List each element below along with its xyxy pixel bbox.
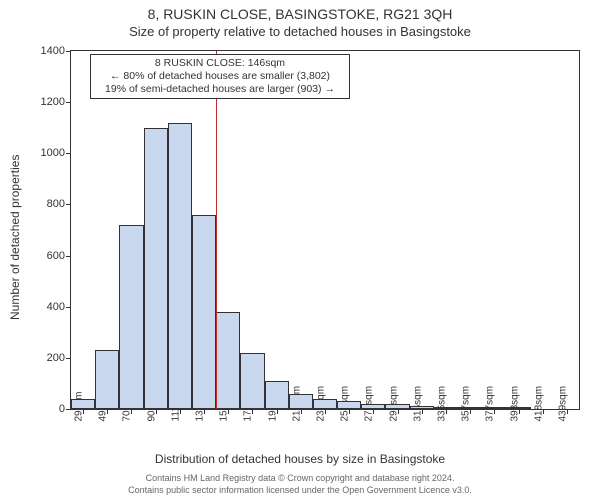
y-tick-label: 1000	[5, 147, 65, 159]
y-tick-label: 400	[5, 301, 65, 313]
histogram-bar	[216, 312, 240, 409]
histogram-bar	[482, 407, 506, 409]
plot-area	[71, 51, 579, 409]
histogram-bar	[71, 399, 95, 409]
y-tick-label: 1200	[5, 96, 65, 108]
histogram-bar	[337, 401, 361, 409]
histogram-bar	[506, 407, 530, 409]
histogram-bar	[168, 123, 192, 409]
histogram-bar	[434, 407, 458, 409]
histogram-bar	[458, 407, 482, 409]
histogram-bar	[95, 350, 119, 409]
figure-root: 8, RUSKIN CLOSE, BASINGSTOKE, RG21 3QH S…	[0, 0, 600, 500]
page-title-line2: Size of property relative to detached ho…	[0, 24, 600, 39]
annotation-line2: ← 80% of detached houses are smaller (3,…	[97, 70, 343, 83]
y-tick-label: 600	[5, 250, 65, 262]
page-title-line1: 8, RUSKIN CLOSE, BASINGSTOKE, RG21 3QH	[0, 6, 600, 22]
y-tick-label: 200	[5, 352, 65, 364]
annotation-box: 8 RUSKIN CLOSE: 146sqm ← 80% of detached…	[90, 54, 350, 99]
marker-line	[216, 51, 217, 409]
footer-line2: Contains public sector information licen…	[5, 485, 595, 495]
histogram-bar	[144, 128, 168, 409]
y-tick-label: 1400	[5, 45, 65, 57]
annotation-line1: 8 RUSKIN CLOSE: 146sqm	[97, 57, 343, 70]
histogram-bar	[192, 215, 216, 409]
histogram-bar	[361, 404, 385, 409]
histogram-bar	[265, 381, 289, 409]
chart-area	[70, 50, 580, 410]
y-axis-label: Number of detached properties	[8, 155, 22, 320]
histogram-bar	[289, 394, 313, 409]
y-tick-label: 0	[5, 403, 65, 415]
histogram-bar	[240, 353, 264, 409]
histogram-bar	[313, 399, 337, 409]
histogram-bar	[410, 406, 434, 409]
histogram-bar	[119, 225, 143, 409]
footer-line1: Contains HM Land Registry data © Crown c…	[5, 473, 595, 483]
histogram-bar	[385, 404, 409, 409]
y-tick-label: 800	[5, 198, 65, 210]
x-axis-label: Distribution of detached houses by size …	[0, 452, 600, 466]
annotation-line3: 19% of semi-detached houses are larger (…	[97, 83, 343, 96]
